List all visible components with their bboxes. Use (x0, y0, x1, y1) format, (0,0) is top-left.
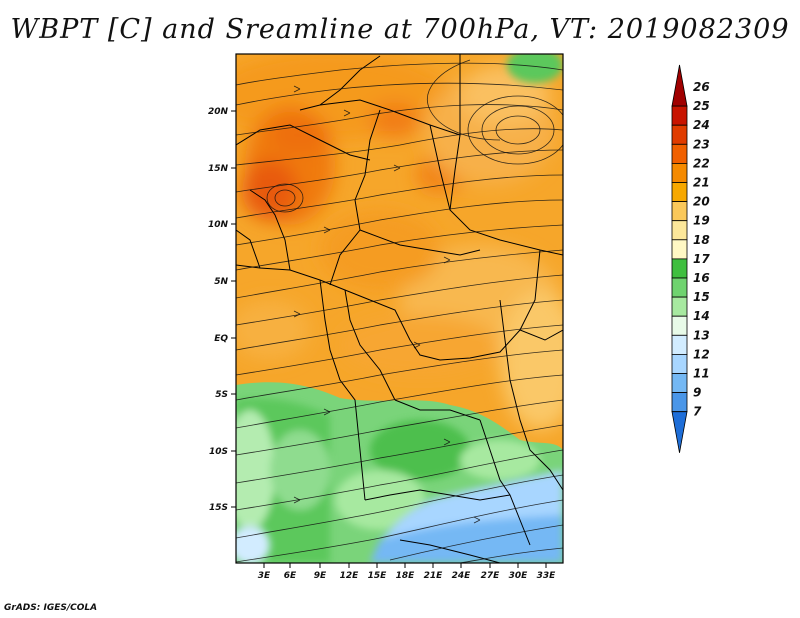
colorbar-label: 21 (693, 176, 710, 190)
colorbar-label: 22 (693, 156, 710, 170)
colorbar-swatch (671, 334, 688, 355)
colorbar-top-arrow (671, 64, 688, 107)
colorbar-label: 16 (693, 271, 710, 285)
lon-tick-label: 15E (368, 571, 388, 581)
colorbar-swatch (671, 239, 688, 260)
footer-credit: GrADS: IGES/COLA (4, 603, 98, 613)
lat-tick-label: 15N (208, 164, 229, 174)
colorbar-label: 13 (693, 328, 710, 342)
colorbar-swatch (671, 182, 688, 203)
colorbar-label: 24 (693, 118, 710, 132)
lat-tick-label: 10N (208, 220, 229, 230)
colorbar-swatch (671, 105, 688, 126)
colorbar-label: 17 (693, 252, 710, 266)
lon-tick-label: 24E (452, 571, 472, 581)
colorbar-label: 11 (693, 367, 710, 381)
colorbar-bottom-arrow (671, 411, 688, 453)
colorbar: 26 25 24 23 22 21 20 19 18 17 16 15 14 13 12 11 9 7 (671, 64, 710, 453)
map-title: WBPT [C] and Sreamline at 700hPa, VT: 20… (10, 14, 790, 45)
lat-axis (231, 110, 236, 508)
lon-tick-label: 27E (481, 571, 501, 581)
map-frame (235, 53, 564, 564)
colorbar-swatch (671, 277, 688, 298)
lat-tick-label: 10S (209, 447, 228, 457)
colorbar-label: 15 (693, 290, 710, 304)
lon-tick-label: 30E (509, 571, 529, 581)
lat-tick-label: EQ (214, 334, 228, 344)
colorbar-label: 20 (693, 195, 710, 209)
colorbar-swatch (671, 162, 688, 183)
lon-tick-label: 21E (424, 571, 444, 581)
lon-axis (263, 563, 547, 568)
country-borders (236, 54, 563, 563)
colorbar-label: 12 (693, 347, 710, 361)
lon-tick-label: 12E (340, 571, 360, 581)
lon-tick-label: 9E (314, 571, 327, 581)
lat-tick-label: 20N (208, 107, 229, 117)
colorbar-swatch (671, 258, 688, 279)
colorbar-label: 26 (693, 80, 710, 94)
lat-tick-label: 5S (215, 390, 228, 400)
colorbar-label: 7 (693, 405, 702, 419)
colorbar-swatch (671, 201, 688, 222)
lon-tick-label: 33E (537, 571, 557, 581)
colorbar-label: 9 (693, 386, 701, 400)
lon-tick-label: 3E (258, 571, 271, 581)
colorbar-label: 23 (693, 137, 710, 151)
colorbar-swatch (671, 392, 688, 413)
colorbar-label: 25 (693, 99, 710, 113)
lat-tick-label: 15S (209, 503, 228, 513)
lat-tick-label: 5N (214, 277, 228, 287)
colorbar-swatch (671, 220, 688, 241)
colorbar-label: 18 (693, 233, 710, 247)
streamlines (236, 59, 563, 563)
colorbar-label: 14 (693, 309, 710, 323)
colorbar-swatch (671, 353, 688, 374)
colorbar-label: 19 (693, 214, 710, 228)
colorbar-swatch (671, 315, 688, 336)
lon-tick-label: 6E (284, 571, 297, 581)
lon-tick-label: 18E (396, 571, 416, 581)
colorbar-swatch (671, 296, 688, 317)
colorbar-swatch (671, 143, 688, 164)
colorbar-swatch (671, 124, 688, 145)
colorbar-swatch (671, 373, 688, 394)
wbpt-shaded-field (236, 54, 563, 563)
